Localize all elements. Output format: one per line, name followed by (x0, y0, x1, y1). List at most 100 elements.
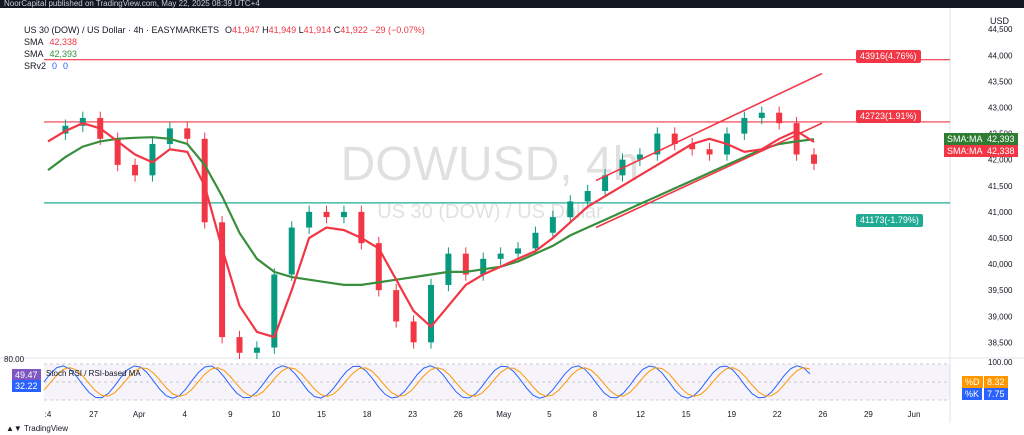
candle-body (758, 112, 765, 118)
high-value: 41,949 (268, 25, 297, 35)
candle-body (201, 138, 208, 223)
rsi-label: Stoch RSI / RSI-based MA (46, 369, 141, 378)
y-tick-label: 41,500 (988, 182, 1013, 191)
d-label-badge: %D (962, 376, 983, 388)
x-tick-label: 9 (228, 410, 233, 419)
sma1-value: 42,338 (49, 37, 78, 47)
y-tick-label: 38,500 (988, 338, 1013, 347)
rsi-top-value: 80.00 (4, 355, 25, 364)
candle-body (480, 258, 487, 275)
tradingview-logo-icon[interactable]: ▲▼ (6, 424, 22, 433)
k-line (43, 365, 811, 399)
candle-body (166, 128, 173, 145)
candle-body (271, 274, 278, 348)
candle-body (567, 201, 574, 218)
candle-body (776, 112, 783, 124)
y-tick-label: 42,000 (988, 156, 1013, 165)
candle-body (149, 144, 156, 176)
candle-body (253, 347, 260, 353)
level-label-top[interactable]: 43916(4.76%) (856, 50, 921, 63)
x-tick-label: Jun (908, 410, 921, 419)
x-tick-label: 18 (363, 410, 372, 419)
candle-body (532, 232, 539, 249)
watermark-title: DOWUSD, 4h (341, 138, 640, 191)
candle-body (811, 154, 817, 164)
candle-body (219, 222, 226, 338)
y-tick-label: 40,500 (988, 234, 1013, 243)
trend-upper-line (595, 72, 823, 182)
bottom-bar: ▲▼ TradingView (0, 423, 1024, 435)
close-value: 41,922 (340, 25, 368, 35)
x-tick-label: 19 (727, 410, 736, 419)
x-tick-label: May (496, 410, 511, 419)
sma2-row[interactable]: SMA 42,393 (24, 49, 78, 59)
level-label-mid[interactable]: 42723(1.91%) (856, 110, 921, 123)
srv-row[interactable]: SRv2 0 0 (24, 61, 69, 71)
trend-lower-line (595, 122, 823, 229)
candle-body (375, 243, 382, 291)
ohlc-values: O41,947 H41,949 L41,914 C41,922 −29 (−0.… (225, 25, 425, 35)
change-value: −29 (−0.07%) (370, 25, 425, 35)
x-tick-label: 12 (636, 410, 645, 419)
candle-body (549, 217, 556, 233)
x-tick-label: 10 (271, 410, 280, 419)
candle-body (654, 133, 661, 155)
x-tick-label: 29 (864, 410, 873, 419)
chart-frame: DOWUSD, 4h US 30 (DOW) / US Dollar 44,500 4… (0, 8, 1024, 435)
price-chart[interactable]: DOWUSD, 4h US 30 (DOW) / US Dollar 44,500 4… (0, 8, 1024, 435)
low-value: 41,914 (303, 25, 332, 35)
candle-body (706, 149, 713, 155)
chart-legend: US 30 (DOW) / US Dollar · 4h · EASYMARKE… (24, 24, 425, 72)
currency-label: USD (990, 16, 1010, 26)
d-line (43, 367, 811, 397)
sma-red-value: 42,338 (984, 145, 1018, 157)
sma-red-badge: SMA:MA (944, 145, 984, 157)
x-tick-label: 26 (818, 410, 827, 419)
sma2-value: 42,393 (49, 49, 78, 59)
candle-body (636, 154, 643, 160)
candle-body (114, 138, 121, 165)
candle-body (79, 117, 86, 126)
symbol-title: US 30 (DOW) / US Dollar · 4h · EASYMARKE… (24, 25, 220, 35)
x-tick-label: 5 (547, 410, 552, 419)
publisher-text: NoorCapital published on TradingView.com… (4, 0, 260, 8)
candle-body (584, 191, 591, 202)
x-tick-label: 8 (593, 410, 598, 419)
candle-body (393, 290, 400, 322)
x-tick-label: 26 (454, 410, 463, 419)
candle-body (410, 321, 417, 343)
y-tick-label: 39,000 (988, 312, 1013, 321)
candle-body (462, 253, 469, 275)
candle-body (515, 248, 522, 254)
brand-name: TradingView (24, 424, 69, 433)
candle-body (671, 133, 678, 145)
candle-body (741, 117, 748, 134)
y-tick-label: 41,000 (988, 208, 1013, 217)
candle-body (497, 253, 504, 259)
y-tick-label: 40,000 (988, 260, 1013, 269)
k-label-badge: %K (962, 388, 983, 400)
candle-body (445, 253, 452, 285)
y-tick-label: 43,500 (988, 77, 1013, 86)
open-value: 41,947 (232, 25, 260, 35)
sma1-row[interactable]: SMA 42,338 (24, 37, 78, 47)
x-tick-label: 27 (89, 410, 98, 419)
rsi-scale-top: 100.00 (988, 358, 1013, 367)
y-tick-label: 44,500 (988, 25, 1013, 34)
candle-body (236, 337, 243, 353)
x-tick-label: 23 (408, 410, 417, 419)
candle-body (323, 211, 330, 218)
sma-green-badge: SMA:MA (944, 133, 984, 145)
y-tick-label: 44,000 (988, 51, 1013, 60)
rsi-ma-badge: 32.22 (12, 380, 41, 392)
x-tick-label: Apr (133, 410, 146, 419)
level-label-bottom[interactable]: 41173(-1.79%) (856, 214, 923, 227)
candle-body (428, 284, 434, 343)
watermark-subtitle: US 30 (DOW) / US Dollar (377, 201, 603, 223)
y-tick-label: 43,000 (988, 104, 1013, 113)
candle-body (62, 125, 69, 134)
candle-body (306, 211, 313, 228)
ohlc-row: US 30 (DOW) / US Dollar · 4h · EASYMARKE… (24, 24, 425, 36)
candle-body (288, 227, 295, 275)
candle-body (689, 144, 696, 150)
